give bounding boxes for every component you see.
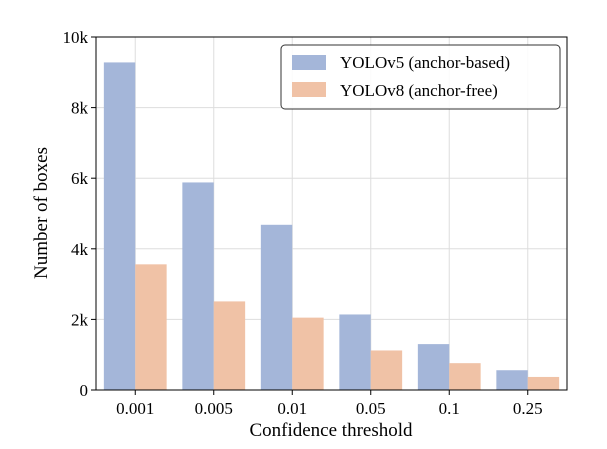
bars (103, 62, 560, 390)
bar-yolov5 (182, 182, 214, 390)
axis-ticks: 0 2k 4k 6k 8k 10k 0.001 0.005 0.01 0.05 0.1 0.25 (63, 28, 543, 418)
bar-yolov5 (417, 344, 450, 390)
bar-yolov5 (496, 370, 528, 390)
y-tick-label: 4k (71, 240, 89, 259)
y-tick-label: 2k (71, 310, 89, 329)
legend-swatch-yolov8 (292, 82, 326, 97)
x-tick-label: 0.1 (439, 399, 460, 418)
bar-yolov8 (213, 301, 246, 390)
legend-label-yolov5: YOLOv5 (anchor-based) (340, 53, 510, 72)
bar-yolov5 (103, 62, 136, 390)
y-tick-label: 8k (71, 99, 89, 118)
x-tick-label: 0.01 (277, 399, 307, 418)
x-tick-label: 0.05 (356, 399, 386, 418)
legend: YOLOv5 (anchor-based) YOLOv8 (anchor-fre… (280, 44, 561, 110)
y-tick-label: 6k (71, 169, 89, 188)
y-axis-label: Number of boxes (31, 147, 52, 279)
legend-frame (280, 44, 561, 110)
legend-label-yolov8: YOLOv8 (anchor-free) (340, 81, 498, 100)
y-tick-label: 10k (63, 28, 89, 47)
x-tick-label: 0.001 (116, 399, 154, 418)
bar-yolov5 (260, 224, 293, 390)
legend-swatch-yolov5 (292, 55, 326, 70)
bar-yolov8 (527, 376, 560, 390)
x-tick-label: 0.005 (195, 399, 233, 418)
x-axis-label: Confidence threshold (249, 420, 413, 441)
y-tick-label: 0 (80, 381, 89, 400)
bar-yolov8 (292, 317, 324, 390)
bar-yolov8 (135, 264, 167, 390)
bar-yolov5 (339, 314, 371, 390)
x-tick-label: 0.25 (513, 399, 543, 418)
bar-yolov8 (370, 350, 403, 390)
plot-frame (95, 36, 568, 391)
bar-yolov8 (449, 363, 481, 390)
